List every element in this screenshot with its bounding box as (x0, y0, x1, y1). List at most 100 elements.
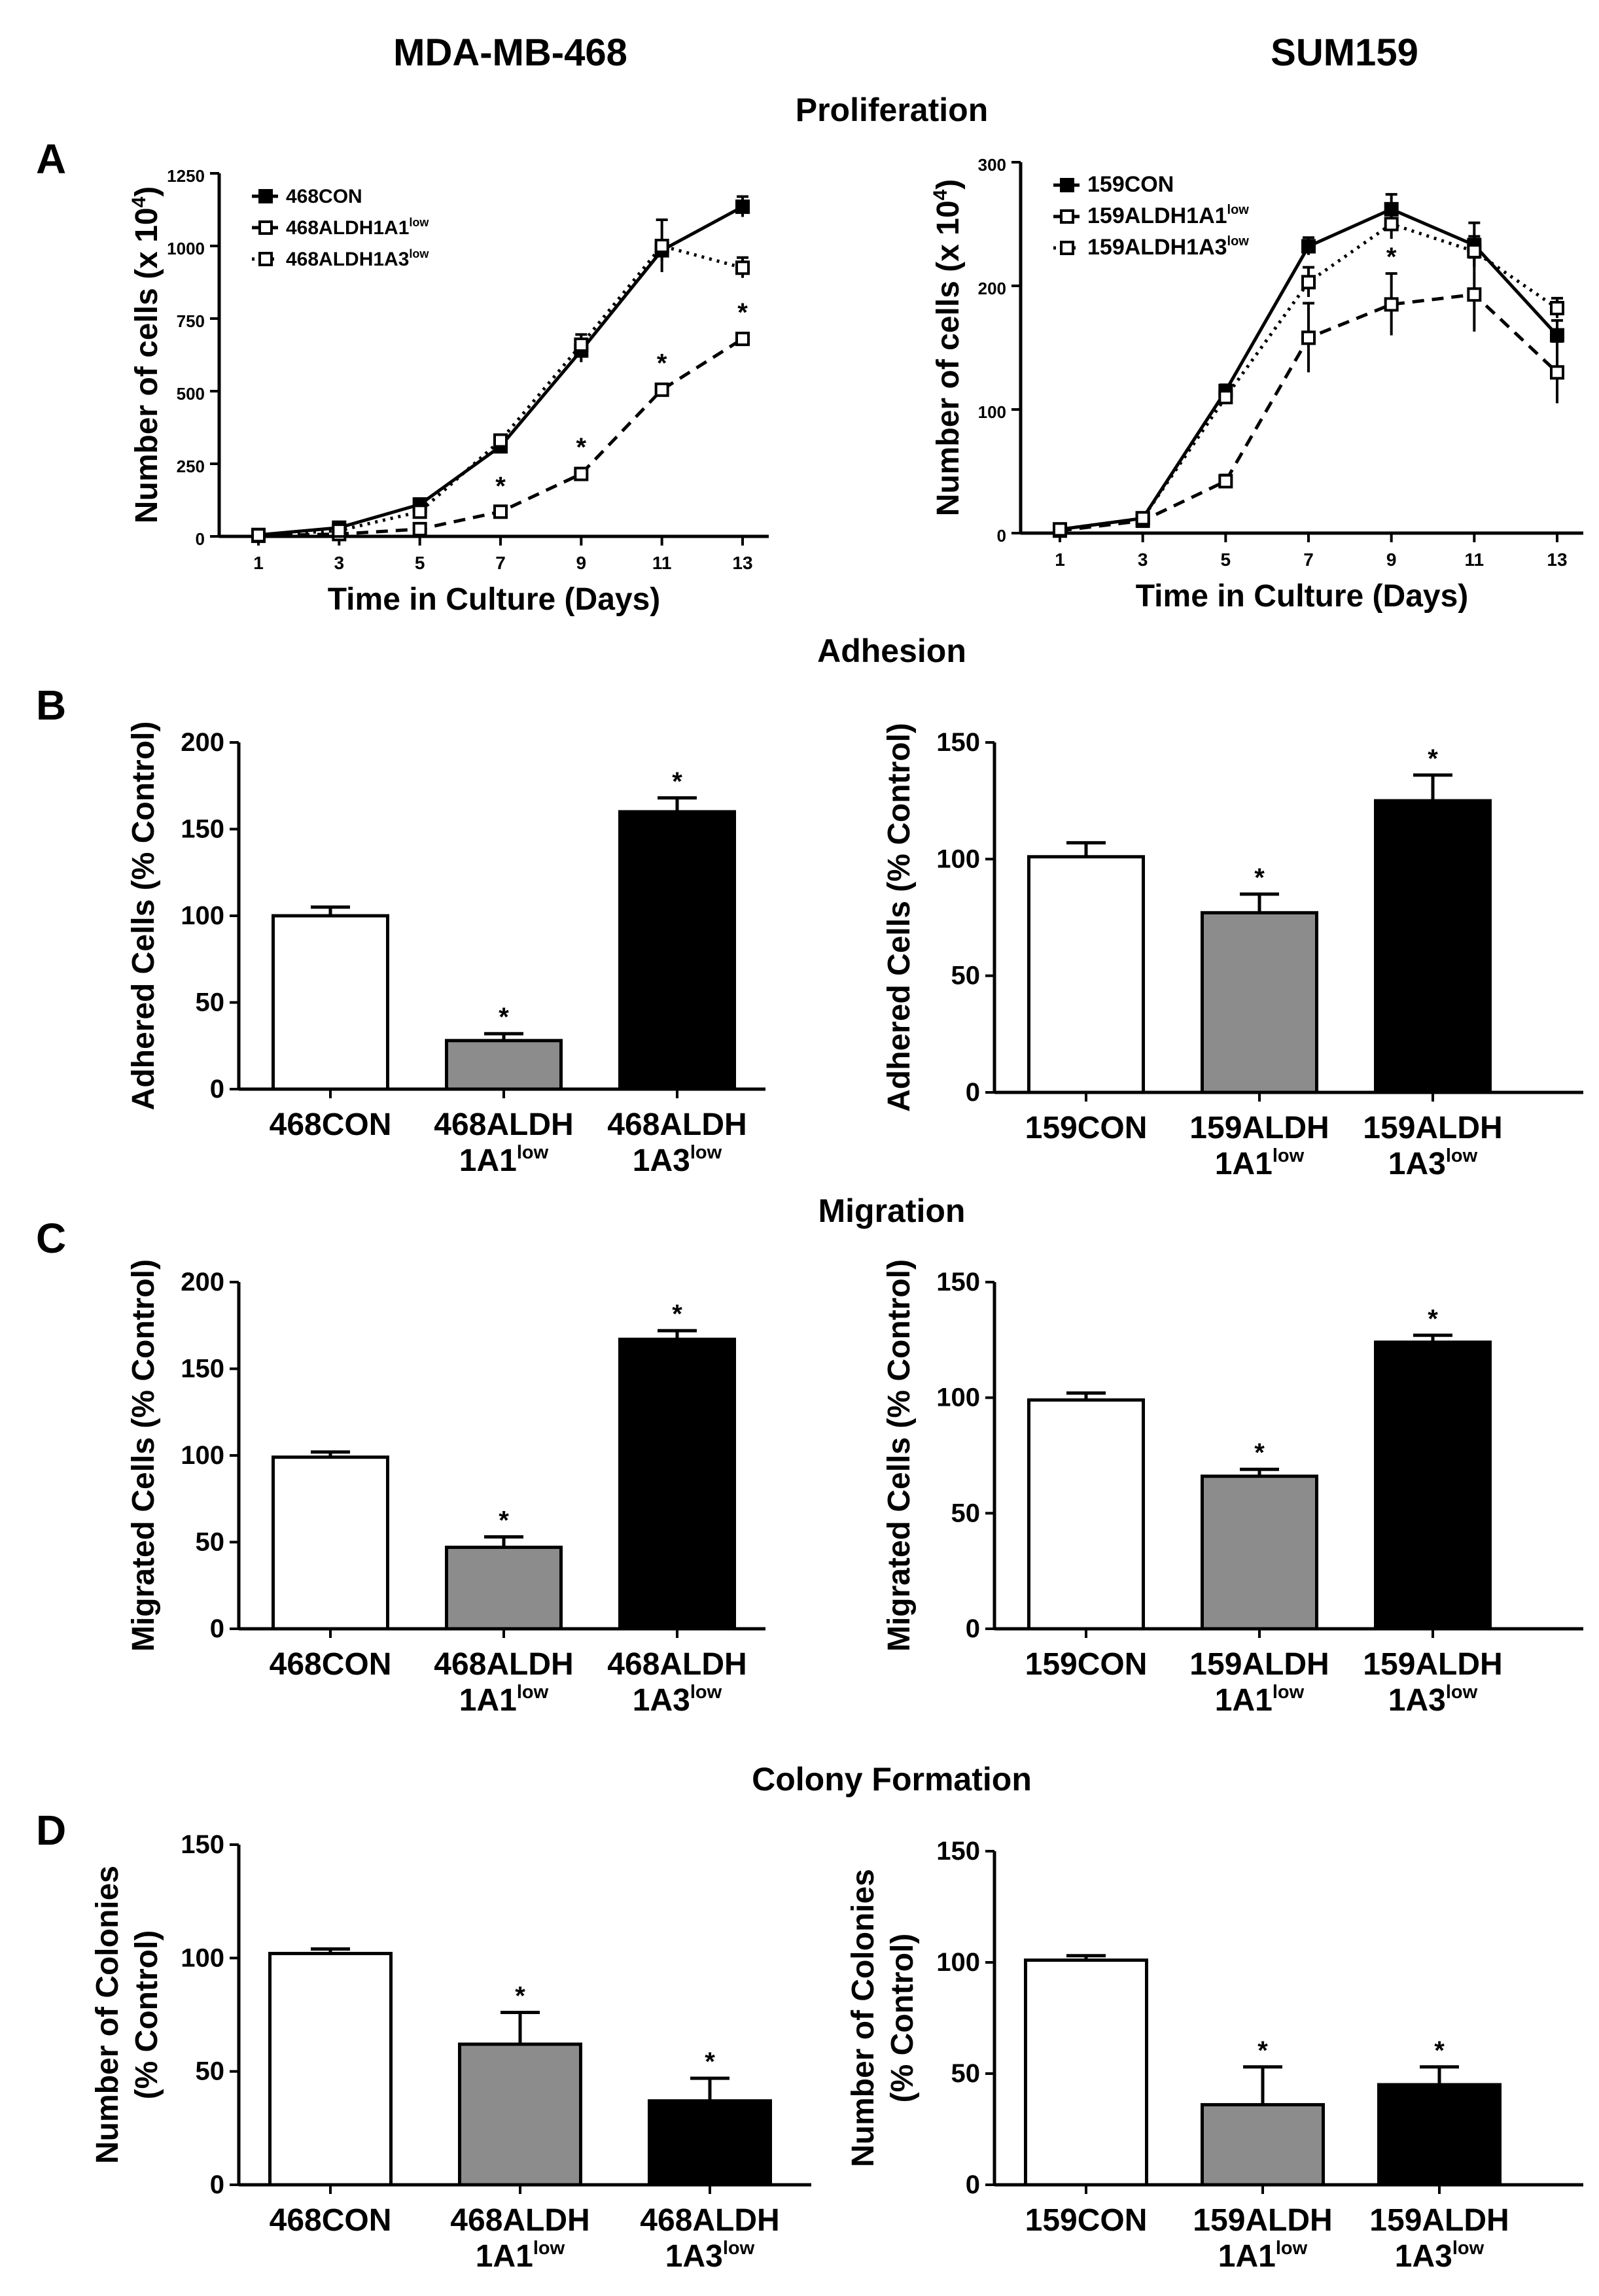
significance-star: * (705, 2047, 715, 2076)
category-label: 468ALDH (450, 2203, 589, 2238)
category-label-line2-sup: low (1273, 1682, 1305, 1703)
y-tick-label: 750 (177, 311, 205, 331)
category-label: 468ALDH (640, 2203, 779, 2238)
x-tick-label: 9 (576, 553, 587, 573)
category-label-line2-main: 1A1 (1215, 1147, 1273, 1181)
significance-star: * (576, 433, 587, 462)
x-tick-label: 5 (415, 553, 425, 573)
x-tick-label: 9 (1386, 549, 1397, 570)
significance-star: * (499, 1003, 509, 1032)
data-point-468ALDH1A1low (412, 521, 427, 536)
significance-star: * (672, 767, 682, 796)
significance-star: * (657, 349, 667, 377)
data-point-159ALDH1A3low (1301, 275, 1316, 290)
bar-468ALDH1A3 (648, 2099, 772, 2187)
significance-star: * (495, 472, 506, 501)
x-tick-label: 3 (1138, 549, 1148, 570)
data-point-468ALDH1A3low (735, 260, 750, 275)
y-tick-label: 100 (181, 1441, 224, 1470)
y-tick-label: 0 (210, 1614, 224, 1643)
y-tick-label: 0 (966, 1078, 980, 1107)
category-label-line2: 1A1low (1215, 1145, 1305, 1181)
column-title-right: SUM159 (1271, 31, 1418, 74)
y-tick-label: 150 (181, 1830, 224, 1859)
x-tick-label: 3 (334, 553, 345, 573)
y-tick-label: 150 (936, 1268, 980, 1296)
bar-468ALDH1A1 (445, 1545, 563, 1631)
category-label-line2-sup: low (690, 1142, 722, 1163)
category-label-line2-main: 1A1 (476, 2239, 533, 2274)
y-axis-label-main: Number of cells (x 10 (931, 200, 966, 516)
category-label-line2-main: 1A3 (633, 1683, 690, 1718)
category-label-line2-sup: low (690, 1682, 722, 1703)
y-tick-label: 150 (181, 1355, 224, 1383)
x-axis-label: Time in Culture (Days) (328, 582, 661, 617)
legend-entry-468ALDH1A1low-main: 468ALDH1A1 (286, 217, 409, 239)
category-label-line2: 1A1low (1218, 2238, 1308, 2274)
category-label-line2: 1A3low (665, 2238, 755, 2274)
category-label: 159ALDH (1363, 1647, 1502, 1682)
y-tick-label: 50 (951, 962, 981, 990)
data-point-468ALDH1A3low (412, 504, 427, 519)
legend-marker (258, 252, 273, 266)
category-label-line2: 1A1low (476, 2238, 565, 2274)
significance-star: * (1428, 1304, 1438, 1333)
bar-468ALDH1A3 (618, 810, 736, 1091)
section-title-proliferation: Proliferation (796, 92, 988, 128)
y-tick-label: 100 (936, 1383, 980, 1412)
category-label-line2: 1A3low (1388, 1682, 1478, 1718)
significance-star: * (499, 1506, 509, 1535)
y-tick-label: 100 (978, 402, 1006, 422)
data-point-159ALDH1A1low (1301, 330, 1316, 345)
y-tick-label: 300 (978, 155, 1006, 175)
category-label-line2-main: 1A3 (1395, 2239, 1452, 2274)
category-label: 468CON (270, 2203, 392, 2238)
significance-star: * (1386, 243, 1397, 271)
y-tick-label: 50 (951, 1499, 981, 1527)
y-axis-label-line1: Number of Colonies (846, 1869, 881, 2167)
y-tick-label: 100 (936, 844, 980, 873)
category-label-line2: 1A1low (1215, 1682, 1305, 1718)
y-axis-label-line2: (% Control) (130, 1930, 164, 2100)
legend-entry-468ALDH1A3low: 468ALDH1A3low (286, 247, 429, 270)
panel-letter-b: B (36, 682, 66, 729)
legend-entry-159ALDH1A3low: 159ALDH1A3low (1087, 234, 1249, 260)
category-label: 159ALDH (1363, 1111, 1502, 1145)
category-label-line2: 1A3low (633, 1142, 722, 1178)
colony-chart-159: 050100150159CON*159ALDH1A1low*159ALDH1A3… (846, 1837, 1583, 2274)
significance-star: * (672, 1300, 682, 1329)
category-label-line2: 1A3low (1395, 2238, 1485, 2274)
y-tick-label: 1000 (167, 239, 205, 258)
y-tick-label: 100 (936, 1948, 980, 1977)
y-axis-label: Migrated Cells (% Control) (126, 1259, 161, 1652)
legend-marker (1060, 241, 1074, 255)
bar-468CON (272, 914, 389, 1091)
y-tick-label: 0 (196, 529, 205, 549)
y-tick-label: 200 (181, 1268, 224, 1296)
category-label-line2-sup: low (517, 1142, 549, 1163)
data-point-468ALDH1A1low (574, 466, 589, 481)
category-label-line2: 1A1low (459, 1682, 549, 1718)
x-tick-label: 13 (1547, 549, 1567, 570)
category-label: 468ALDH (607, 1107, 747, 1142)
x-tick-label: 1 (1055, 549, 1065, 570)
category-label-line2-main: 1A3 (665, 2239, 723, 2274)
significance-star: * (1254, 863, 1265, 892)
category-label-line2-main: 1A1 (459, 1143, 517, 1178)
category-label-line2-sup: low (723, 2238, 755, 2259)
category-label-line2-sup: low (1452, 2238, 1485, 2259)
legend-entry-468ALDH1A1low: 468ALDH1A1low (286, 216, 429, 239)
legend-marker (258, 220, 273, 235)
legend-marker (1060, 209, 1074, 224)
y-tick-label: 0 (997, 526, 1006, 546)
significance-star: * (1428, 744, 1438, 773)
y-axis-label: Adhered Cells (% Control) (882, 723, 917, 1112)
y-axis-label-sup: 4 (930, 189, 951, 200)
y-tick-label: 150 (181, 815, 224, 844)
legend-entry-468CON-main: 468CON (286, 186, 362, 207)
panel-letter-d: D (36, 1807, 66, 1854)
y-tick-label: 0 (966, 1614, 980, 1643)
category-label-line2-sup: low (1273, 1145, 1305, 1166)
bar-159ALDH1A3 (1374, 799, 1492, 1094)
